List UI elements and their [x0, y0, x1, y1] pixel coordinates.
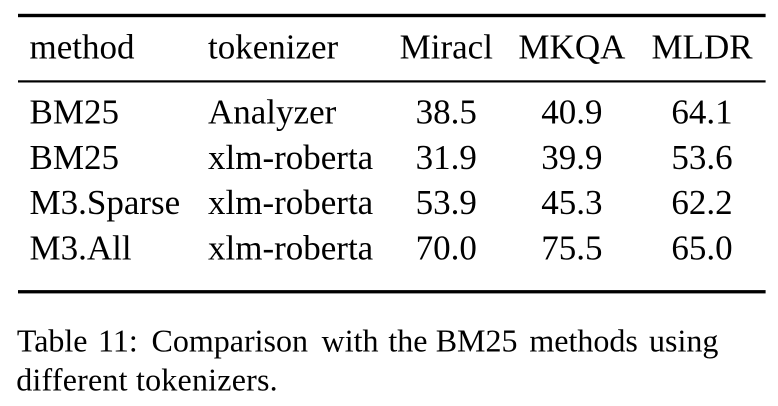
svg-text:40.9: 40.9	[541, 93, 602, 132]
svg-text:BM25: BM25	[30, 138, 119, 177]
svg-text:xlm-roberta: xlm-roberta	[208, 138, 374, 177]
svg-text:53.9: 53.9	[416, 183, 477, 222]
svg-text:the: the	[388, 323, 427, 359]
svg-text:xlm-roberta: xlm-roberta	[208, 229, 374, 268]
svg-text:62.2: 62.2	[671, 183, 732, 222]
svg-text:11:: 11:	[98, 323, 138, 359]
svg-text:31.9: 31.9	[416, 138, 477, 177]
svg-text:methods: methods	[529, 323, 637, 359]
svg-text:Table: Table	[17, 323, 88, 359]
svg-text:different tokenizers.: different tokenizers.	[16, 361, 278, 397]
svg-text:using: using	[649, 323, 718, 359]
svg-text:65.0: 65.0	[671, 229, 732, 268]
svg-text:45.3: 45.3	[541, 183, 602, 222]
svg-text:with: with	[322, 323, 379, 359]
svg-text:Comparison: Comparison	[152, 323, 308, 359]
svg-text:MLDR: MLDR	[651, 28, 753, 67]
svg-text:method: method	[30, 28, 135, 67]
svg-text:70.0: 70.0	[416, 229, 477, 268]
svg-text:tokenizer: tokenizer	[208, 28, 339, 67]
svg-text:M3.Sparse: M3.Sparse	[30, 183, 181, 222]
svg-text:75.5: 75.5	[541, 229, 602, 268]
svg-text:39.9: 39.9	[541, 138, 602, 177]
svg-text:Miracl: Miracl	[400, 28, 494, 67]
svg-text:Analyzer: Analyzer	[208, 93, 337, 132]
svg-text:64.1: 64.1	[671, 93, 732, 132]
svg-text:MKQA: MKQA	[518, 28, 626, 67]
svg-text:53.6: 53.6	[671, 138, 732, 177]
svg-text:38.5: 38.5	[416, 93, 477, 132]
svg-text:BM25: BM25	[30, 93, 119, 132]
svg-text:M3.All: M3.All	[30, 229, 132, 268]
svg-text:xlm-roberta: xlm-roberta	[208, 183, 374, 222]
svg-text:BM25: BM25	[436, 323, 518, 359]
